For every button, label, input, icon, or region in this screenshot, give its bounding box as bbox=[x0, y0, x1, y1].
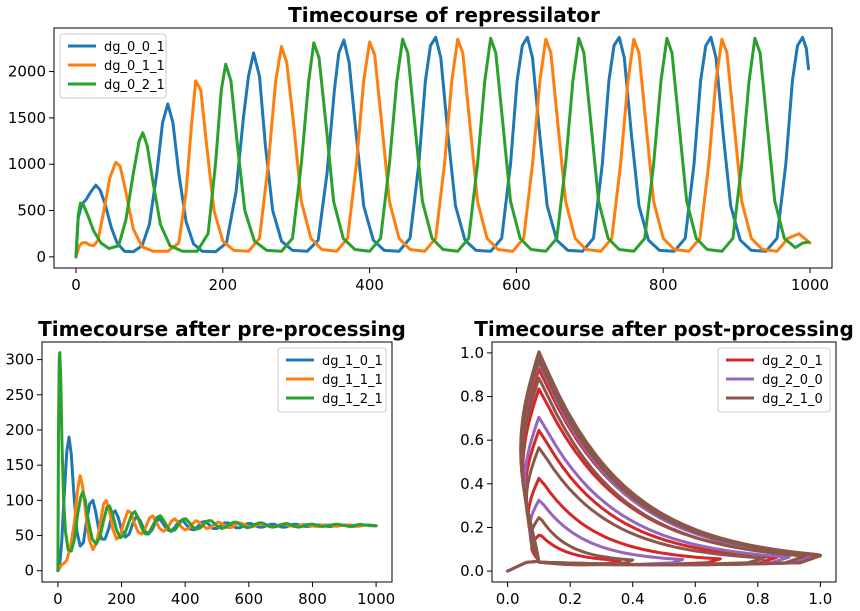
y-tick-label: 200 bbox=[5, 421, 34, 439]
chart-post-processing: Timecourse after post-processing 0.0 0.2 0… bbox=[460, 317, 854, 608]
x-tick-label: 800 bbox=[298, 590, 327, 608]
x-tick-label: 200 bbox=[208, 276, 237, 294]
y-tick-label: 1.0 bbox=[460, 344, 484, 362]
legend-label: dg_1_0_1 bbox=[322, 354, 383, 369]
y-tick-label: 50 bbox=[15, 527, 34, 545]
x-tick-label: 400 bbox=[355, 276, 384, 294]
y-tick-label: 500 bbox=[17, 202, 46, 220]
series-dg_0_1_1 bbox=[74, 37, 812, 259]
y-tick-label: 2000 bbox=[8, 63, 46, 81]
y-tick-label: 0 bbox=[36, 248, 46, 266]
series-dg_1_0_1 bbox=[56, 435, 378, 573]
legend-label: dg_1_1_1 bbox=[322, 373, 383, 388]
legend: dg_0_0_1 dg_0_1_1 dg_0_2_1 bbox=[59, 33, 167, 99]
plot-area bbox=[491, 341, 837, 583]
y-tick-label: 0 bbox=[24, 562, 34, 580]
series-line bbox=[506, 350, 822, 573]
y-tick-label: 0.4 bbox=[460, 475, 484, 493]
x-tick-label: 0.2 bbox=[558, 590, 582, 608]
y-tick-label: 0.8 bbox=[460, 388, 484, 406]
x-tick-label: 0 bbox=[53, 590, 63, 608]
legend-label: dg_0_2_1 bbox=[104, 78, 165, 93]
x-tick-label: 800 bbox=[649, 276, 678, 294]
series-dg_1_2_1 bbox=[56, 351, 378, 573]
x-tick-label: 200 bbox=[107, 590, 136, 608]
legend-box bbox=[277, 347, 387, 413]
series-dg_0_0_1 bbox=[74, 35, 810, 259]
chart-pre-processing: Timecourse after pre-processing 0 200 400 6… bbox=[5, 317, 406, 608]
y-tick-label: 0.2 bbox=[460, 518, 484, 536]
legend: dg_1_0_1 dg_1_1_1 dg_1_2_1 bbox=[277, 347, 387, 413]
x-tick-label: 1000 bbox=[791, 276, 829, 294]
chart-repressilator: Timecourse of repressilator 0 200 400 600 80… bbox=[8, 3, 833, 294]
legend-label: dg_2_1_0 bbox=[762, 392, 823, 407]
series-line bbox=[74, 35, 810, 259]
legend-box bbox=[59, 33, 167, 99]
y-tick-label: 300 bbox=[5, 351, 34, 369]
y-tick-label: 100 bbox=[5, 491, 34, 509]
y-tick-label: 150 bbox=[5, 456, 34, 474]
legend-label: dg_0_0_1 bbox=[104, 40, 165, 55]
legend: dg_2_0_1 dg_2_0_0 dg_2_1_0 bbox=[717, 347, 831, 413]
y-tick-label: 1500 bbox=[8, 109, 46, 127]
legend-label: dg_2_0_1 bbox=[762, 354, 823, 369]
series-line bbox=[56, 474, 378, 573]
y-tick-label: 0.0 bbox=[460, 562, 484, 580]
x-tick-label: 400 bbox=[171, 590, 200, 608]
series-dg_0_2_1 bbox=[74, 36, 810, 259]
series-dg_2_1_0 bbox=[506, 350, 822, 573]
x-tick-label: 0.4 bbox=[621, 590, 645, 608]
x-tick-label: 0 bbox=[71, 276, 81, 294]
chart-title: Timecourse after pre-processing bbox=[38, 317, 406, 341]
series-line bbox=[74, 36, 810, 259]
legend-label: dg_0_1_1 bbox=[104, 59, 165, 74]
x-tick-label: 1000 bbox=[357, 590, 395, 608]
y-tick-label: 250 bbox=[5, 386, 34, 404]
series-dg_1_1_1 bbox=[56, 474, 378, 573]
x-tick-label: 1.0 bbox=[808, 590, 832, 608]
x-tick-label: 600 bbox=[234, 590, 263, 608]
plot-area bbox=[41, 341, 393, 583]
x-tick-label: 0.8 bbox=[746, 590, 770, 608]
chart-title: Timecourse after post-processing bbox=[474, 317, 854, 341]
chart-title: Timecourse of repressilator bbox=[288, 3, 600, 27]
plot-area bbox=[53, 27, 833, 269]
legend-label: dg_1_2_1 bbox=[322, 392, 383, 407]
legend-label: dg_2_0_0 bbox=[762, 373, 823, 388]
legend-box bbox=[717, 347, 831, 413]
y-tick-label: 0.6 bbox=[460, 431, 484, 449]
series-line bbox=[56, 435, 378, 573]
series-line bbox=[56, 351, 378, 573]
x-tick-label: 0.6 bbox=[683, 590, 707, 608]
x-tick-label: 0.0 bbox=[496, 590, 520, 608]
y-tick-label: 1000 bbox=[8, 155, 46, 173]
x-tick-label: 600 bbox=[502, 276, 531, 294]
series-line bbox=[74, 37, 812, 259]
